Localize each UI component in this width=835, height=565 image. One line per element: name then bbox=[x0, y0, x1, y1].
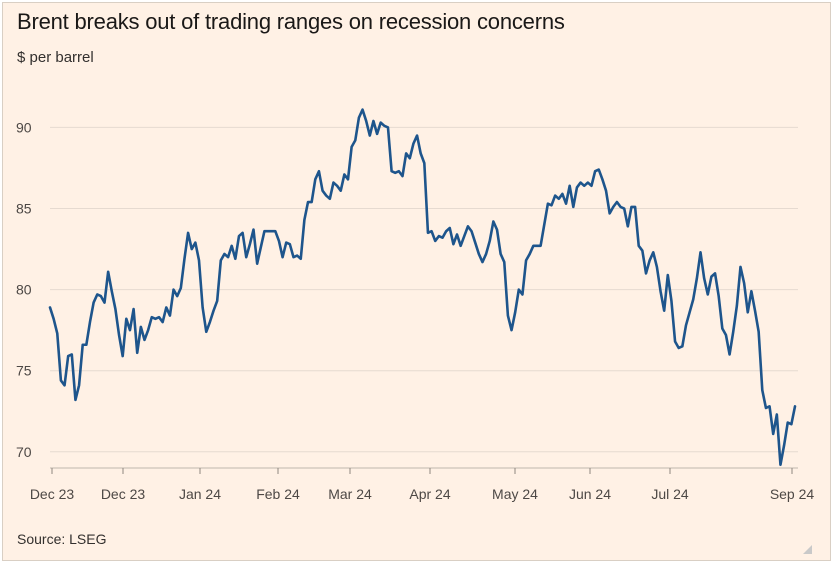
x-tick-label: Sep 24 bbox=[770, 486, 815, 502]
y-axis-ticks: 70 75 80 85 90 bbox=[16, 119, 32, 459]
resize-grip-icon bbox=[803, 545, 812, 554]
y-tick-label: 90 bbox=[16, 119, 32, 135]
x-tick-label: Dec 23 bbox=[30, 486, 75, 502]
x-tick-label: Mar 24 bbox=[328, 486, 372, 502]
y-tick-label: 70 bbox=[16, 444, 32, 460]
x-tick-label: Jul 24 bbox=[651, 486, 689, 502]
x-tick-label: Feb 24 bbox=[256, 486, 300, 502]
x-axis: Dec 23 Dec 23 Jan 24 Feb 24 Mar 24 Apr 24 May … bbox=[30, 467, 815, 502]
x-tick-label: Jun 24 bbox=[569, 486, 611, 502]
x-tick-label: Apr 24 bbox=[409, 486, 450, 502]
x-tick-label: May 24 bbox=[492, 486, 538, 502]
chart-title: Brent breaks out of trading ranges on re… bbox=[17, 9, 565, 34]
source-note: Source: LSEG bbox=[17, 531, 107, 547]
y-tick-label: 85 bbox=[16, 201, 32, 217]
series-line-brent bbox=[48, 108, 797, 467]
y-axis-unit-label: $ per barrel bbox=[17, 49, 94, 66]
y-tick-label: 80 bbox=[16, 282, 32, 298]
y-tick-label: 75 bbox=[16, 363, 32, 379]
series-layer bbox=[48, 108, 797, 467]
x-tick-label: Dec 23 bbox=[101, 486, 146, 502]
x-tick-label: Jan 24 bbox=[179, 486, 221, 502]
